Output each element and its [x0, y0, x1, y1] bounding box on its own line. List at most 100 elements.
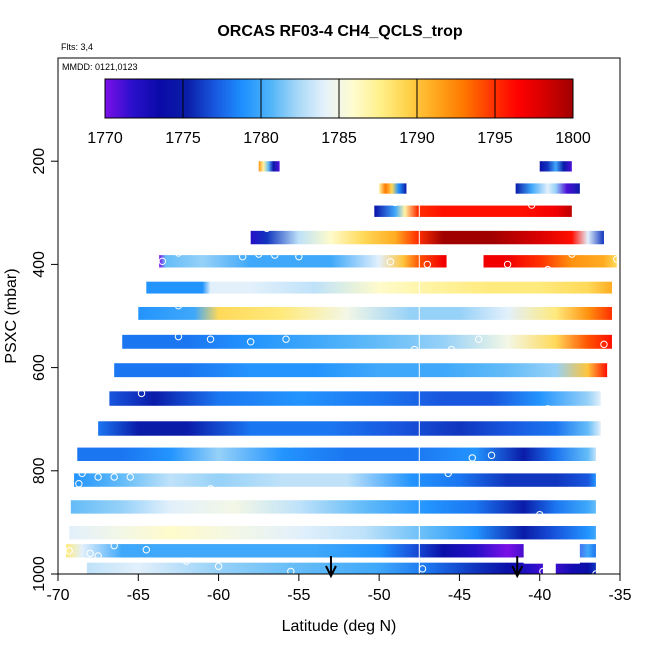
date-note: MMDD: 0121,0123 — [62, 62, 138, 72]
y-tick-label: 800 — [31, 457, 48, 484]
flight-point — [600, 340, 608, 349]
flight-point — [487, 451, 496, 460]
flight-point — [474, 335, 483, 343]
flight-point — [182, 557, 191, 565]
colorbar-tick-label: 1770 — [87, 130, 123, 147]
data-band — [77, 447, 596, 461]
flight-point — [544, 405, 552, 413]
x-tick-label: -65 — [127, 587, 150, 604]
flight-point — [568, 250, 576, 258]
flight-point — [206, 335, 215, 343]
flight-point — [283, 353, 292, 361]
flight-point — [206, 485, 215, 493]
flight-point — [423, 260, 432, 269]
flight-point — [287, 567, 295, 574]
flight-point — [70, 433, 78, 441]
data-band — [109, 391, 601, 406]
flight-point — [271, 251, 279, 259]
data-band — [69, 526, 596, 540]
colorbar-tick-label: 1800 — [555, 130, 591, 147]
data-band — [98, 421, 601, 436]
flight-point — [174, 249, 183, 257]
x-axis: -70 -65 -60 -55 -50 -45 -40 -35 — [46, 574, 632, 604]
flight-point — [214, 562, 223, 570]
flight-point — [214, 438, 223, 447]
flight-point — [137, 389, 146, 398]
x-axis-label: Latitude (deg N) — [282, 618, 397, 635]
flight-point — [126, 473, 134, 481]
flight-point — [544, 265, 552, 274]
data-gaps — [446, 251, 580, 574]
data-band — [146, 281, 612, 294]
data-band — [159, 255, 617, 268]
flight-point — [86, 549, 94, 558]
flight-point — [174, 301, 183, 310]
flight-point — [158, 257, 167, 266]
data-band — [250, 230, 604, 245]
flight-point — [503, 260, 512, 269]
flight-point — [147, 245, 155, 253]
colorbar-tick-label: 1775 — [165, 130, 201, 147]
flight-point — [418, 565, 427, 573]
data-band — [374, 205, 572, 217]
chart-title: ORCAS RF03-4 CH4_QCLS_trop — [217, 23, 463, 40]
data-bands — [66, 161, 617, 574]
arrow-head — [325, 565, 337, 579]
flights-note: Flts: 3,4 — [61, 42, 93, 52]
flight-point — [442, 268, 451, 276]
direction-arrows — [325, 556, 524, 579]
flight-point — [410, 345, 419, 354]
colorbar-tick-label: 1780 — [243, 130, 279, 147]
x-tick-label: -35 — [608, 587, 631, 604]
data-band — [70, 500, 596, 514]
flight-point — [195, 268, 204, 276]
flight-point — [282, 335, 290, 343]
y-tick-label: 600 — [31, 354, 48, 381]
x-tick-label: -45 — [448, 587, 471, 604]
flight-points — [65, 198, 620, 574]
arrow-head — [511, 565, 524, 579]
flight-point — [386, 258, 395, 266]
colorbar: 1770 1775 1780 1785 1790 1795 1800 — [87, 78, 591, 147]
flight-point — [174, 516, 183, 524]
flight-point — [75, 480, 83, 488]
colorbar-tick-label: 1795 — [477, 130, 513, 147]
flight-point — [78, 469, 86, 478]
flight-point — [94, 473, 102, 481]
y-axis: 200 400 600 800 1000 — [31, 148, 58, 592]
data-band — [74, 473, 596, 487]
flight-point — [110, 473, 118, 481]
flight-point — [174, 332, 183, 341]
data-band — [86, 562, 596, 574]
data-band — [258, 161, 280, 172]
y-tick-label: 1000 — [31, 556, 48, 592]
colorbar-tick-label: 1785 — [321, 130, 357, 147]
x-tick-label: -60 — [207, 587, 230, 604]
data-band — [114, 363, 608, 378]
x-tick-label: -70 — [46, 587, 69, 604]
flight-point — [444, 469, 452, 478]
y-tick-label: 400 — [31, 251, 48, 278]
flight-point — [263, 224, 271, 232]
flight-point — [447, 345, 456, 354]
flight-point — [536, 510, 544, 519]
flight-point — [94, 552, 102, 560]
x-tick-label: -55 — [287, 587, 310, 604]
plot-frame — [57, 57, 621, 575]
data-band — [66, 544, 596, 558]
data-band — [515, 183, 580, 194]
colorbar-tick-label: 1790 — [399, 130, 435, 147]
data-gap — [542, 561, 556, 574]
data-band — [122, 334, 612, 349]
data-band — [379, 183, 407, 194]
flight-point — [222, 294, 231, 302]
flight-point — [214, 296, 223, 305]
flight-point — [150, 295, 159, 304]
flight-point — [65, 547, 73, 555]
data-band — [138, 306, 612, 320]
data-gap — [446, 251, 484, 273]
colorbar-ticks: 1770 1775 1780 1785 1790 1795 1800 — [87, 79, 591, 147]
x-tick-label: -40 — [528, 587, 551, 604]
flight-point — [110, 541, 118, 550]
